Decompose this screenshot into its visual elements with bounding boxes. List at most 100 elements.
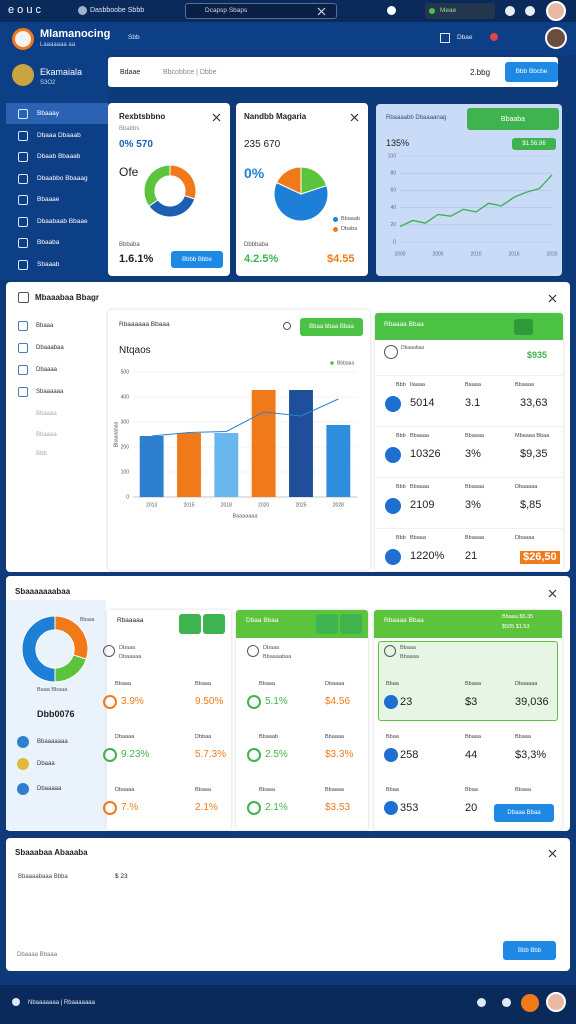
button[interactable] — [171, 251, 223, 268]
cell-value: 3.9% — [121, 696, 144, 707]
header-note: Bbaaa $5.35 — [502, 614, 534, 620]
tab-title: Dasbboobe Sbbb — [90, 7, 145, 14]
cell-label: Dbaaaa — [515, 535, 535, 541]
cell-value: 5.7.3% — [195, 749, 227, 760]
row-icon — [247, 801, 261, 815]
nav-icon — [18, 216, 28, 227]
toolbar-filter[interactable]: Bbcobbce | Dbbe — [163, 69, 217, 76]
row-highlight — [378, 641, 558, 721]
nav-item[interactable]: Bbaaay — [37, 110, 60, 117]
nav-icon — [18, 365, 28, 375]
card-title: Nandbb Magaria — [244, 112, 307, 121]
cell-value: $3.3% — [325, 749, 354, 760]
close-icon[interactable] — [350, 113, 359, 122]
panel-nav-item[interactable]: Dbaaabaa — [36, 345, 64, 351]
button-label[interactable]: Bbb Bbcbe — [515, 67, 548, 75]
row-icon — [384, 748, 398, 762]
row-divider — [375, 375, 563, 376]
close-icon[interactable] — [212, 113, 221, 122]
y-tick-label: 200 — [121, 444, 130, 450]
panel-nav-item[interactable]: Sbaaaaaa — [36, 389, 64, 395]
pie-slice — [275, 166, 302, 195]
x-tick-label: 2010 — [470, 251, 481, 257]
panel-nav-item[interactable]: Bbaaaa — [36, 432, 57, 438]
button-label[interactable]: Bbbb Bbbe — [182, 256, 212, 263]
nav-icon — [18, 109, 28, 119]
button-label[interactable]: $1.56.86 — [522, 141, 546, 147]
icon-button[interactable] — [316, 614, 338, 634]
pie-slice — [143, 164, 171, 207]
row-icon — [103, 801, 117, 815]
icon-button[interactable] — [203, 614, 225, 634]
panel-nav-item[interactable]: Bbaaaa — [36, 411, 57, 417]
button[interactable] — [503, 941, 556, 960]
cell-value: 1220% — [410, 550, 445, 562]
side-item[interactable]: Bbaaaaaaa — [37, 739, 68, 745]
close-icon[interactable] — [548, 589, 557, 598]
icon-button[interactable] — [179, 614, 201, 634]
close-glyph — [548, 849, 557, 858]
cell-value: 9.23% — [121, 749, 150, 760]
panel-nav-item[interactable]: Dbaaaa — [36, 367, 58, 373]
button-label[interactable]: Bbb Bbb — [517, 947, 542, 954]
panel-nav-item[interactable]: Bbaaa — [36, 323, 54, 329]
cell-label: Ilaaaa — [410, 382, 425, 388]
brand: e o u c — [8, 4, 42, 16]
nav-item[interactable]: Bbaaae — [37, 196, 60, 203]
button[interactable] — [467, 108, 559, 130]
button[interactable] — [300, 318, 363, 336]
field-value: $ 23 — [115, 873, 128, 880]
menu[interactable]: Sbb — [128, 34, 140, 41]
search-box[interactable] — [185, 3, 337, 19]
icon-button[interactable] — [340, 614, 362, 634]
y-tick-label: 300 — [121, 419, 130, 425]
toolbar-date: 2.bbg — [470, 68, 491, 77]
pie-chart — [273, 166, 329, 222]
cell-value: 33,63 — [520, 397, 548, 409]
cell-value: $4.56 — [325, 696, 351, 707]
nav-item[interactable]: Sbaaab — [37, 260, 60, 268]
nav-item[interactable]: Bbaaba — [37, 239, 60, 246]
row-divider — [375, 477, 563, 478]
button[interactable] — [505, 62, 558, 82]
user-avatar — [545, 27, 567, 49]
sidebar-brand: Ekamaiala — [40, 67, 83, 77]
side-item[interactable]: Dbaaa — [37, 761, 55, 767]
side-item[interactable]: Dbaaaaa — [37, 786, 62, 792]
cell-value: 39,036 — [515, 696, 549, 708]
cell-label: Bbaaa — [195, 681, 211, 687]
cell-value: 2.5% — [265, 749, 288, 760]
close-icon[interactable] — [548, 294, 557, 303]
cell-label: Bbaaa — [515, 734, 531, 740]
header-action[interactable]: Dbae — [457, 34, 473, 41]
cell-label: Bbaaaa — [465, 484, 484, 490]
button[interactable] — [494, 804, 554, 822]
pie-slice — [273, 181, 329, 222]
button-label[interactable]: Bbaaba — [500, 115, 526, 123]
cell-value: 9.50% — [195, 696, 224, 707]
row-icon — [103, 748, 117, 762]
button-label[interactable]: Dbaaa Bbaa — [507, 810, 541, 816]
close-icon[interactable] — [317, 7, 326, 16]
legend-swatch — [333, 217, 338, 222]
button-label[interactable]: Bbaa bbaa Bbaa — [309, 324, 354, 330]
panel-nav-item[interactable]: Bbb — [36, 451, 47, 457]
cell-label: Bbaaaa — [325, 734, 344, 740]
nav-item[interactable]: Dbaaa Dbaaab — [37, 131, 81, 139]
table-title: Rbaaaa Bbaa — [384, 321, 424, 328]
nav-item[interactable]: Dbaabaab Bbaae — [37, 217, 88, 225]
search-text[interactable]: Dcapsp Sbaps — [205, 7, 248, 14]
cell-value: $3,3% — [515, 749, 547, 761]
nav-item[interactable]: Dbaab Bbaaab — [37, 153, 81, 160]
row-icon — [384, 695, 398, 709]
cell-label: Bbaaaa — [410, 433, 429, 439]
button[interactable] — [512, 138, 556, 150]
icon-button[interactable] — [514, 319, 533, 335]
cell-label: Bbb — [396, 484, 406, 490]
close-icon[interactable] — [548, 849, 557, 858]
logo — [12, 28, 34, 50]
nav-item[interactable]: Dbaabbo Bbaaag — [37, 174, 88, 182]
panel-icon — [18, 292, 29, 303]
card-center: 0% — [244, 165, 265, 181]
refresh-icon — [283, 322, 291, 330]
